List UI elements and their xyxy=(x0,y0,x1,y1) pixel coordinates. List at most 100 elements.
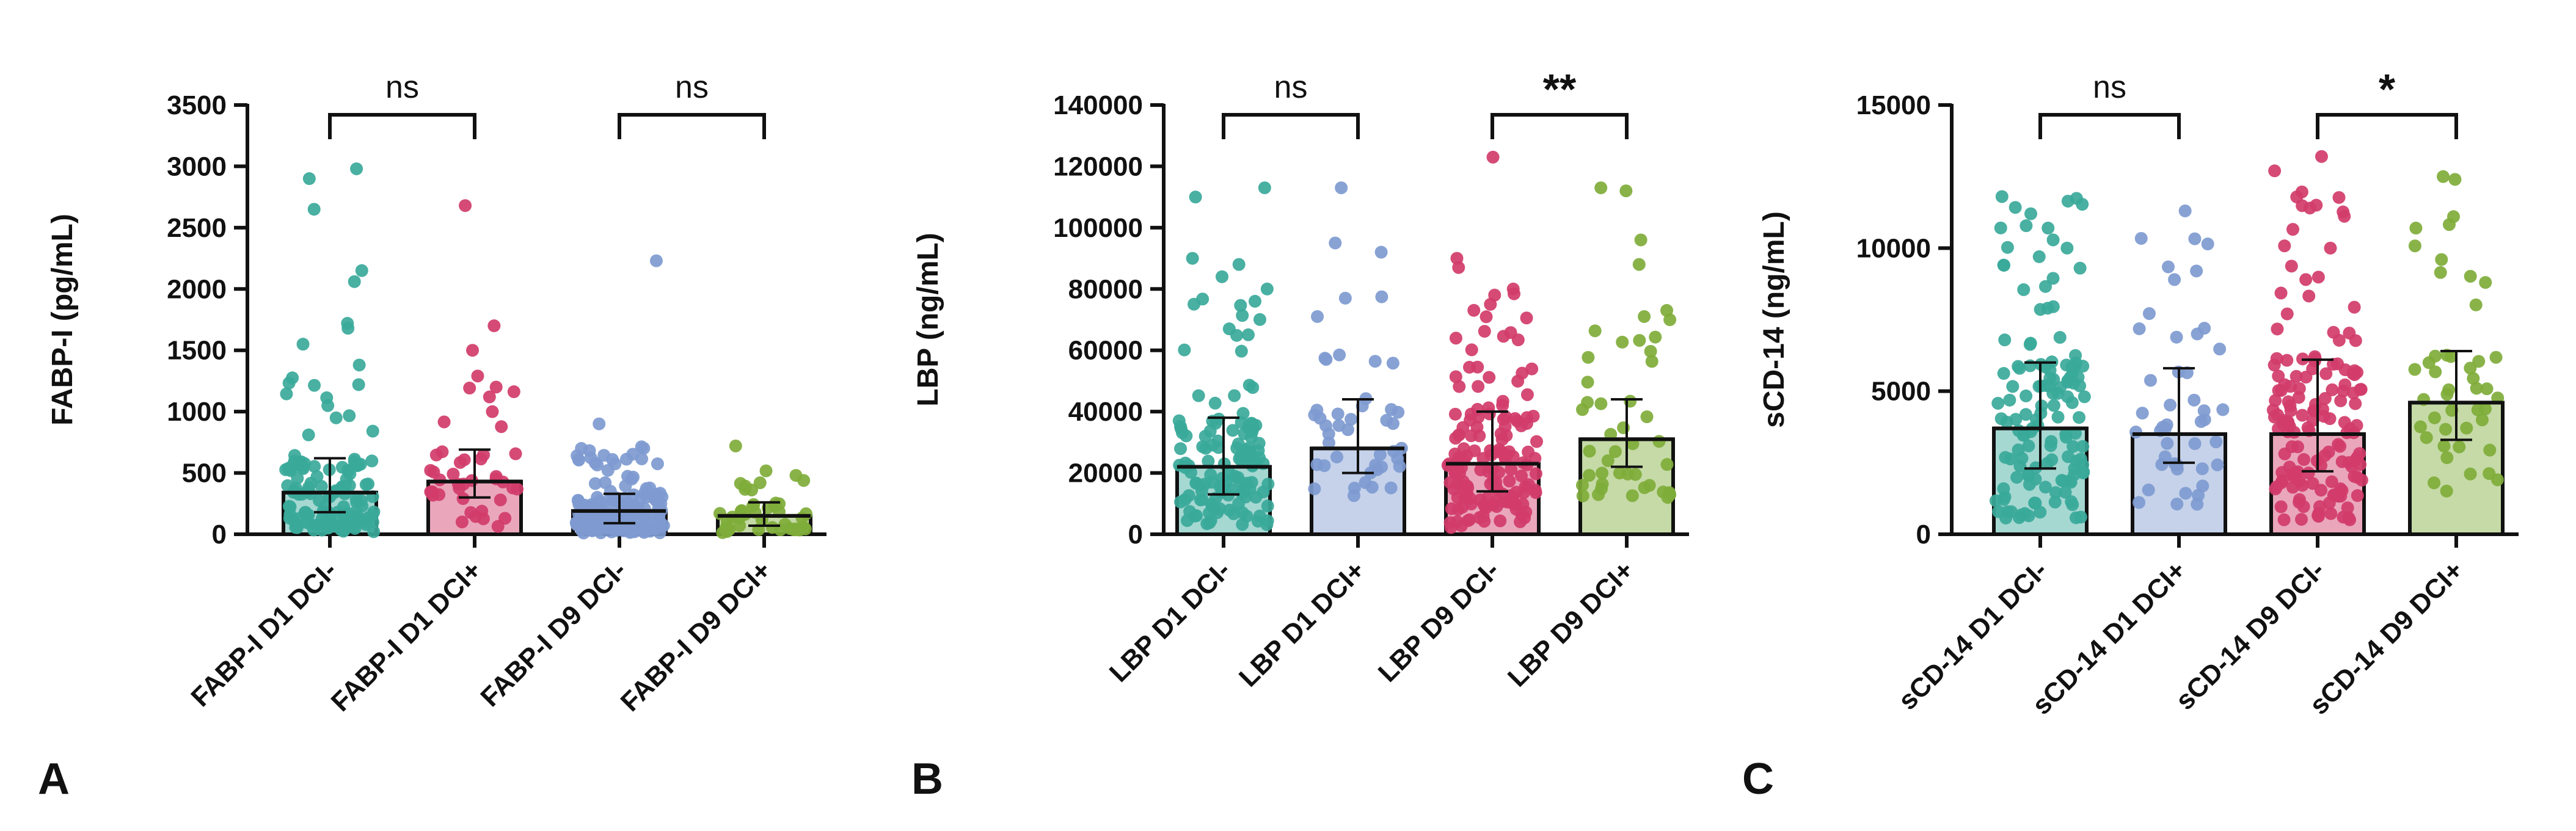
data-point xyxy=(288,454,301,468)
data-point xyxy=(2338,416,2351,429)
data-point xyxy=(286,371,299,385)
data-point xyxy=(1257,485,1270,499)
data-point xyxy=(2032,250,2046,263)
y-axis-label: sCD-14 (ng/mL) xyxy=(1758,211,1790,428)
data-point xyxy=(350,162,363,175)
panel-letters: A B C xyxy=(38,755,1774,804)
data-point xyxy=(1373,448,1387,462)
data-point xyxy=(315,523,329,537)
data-point xyxy=(1333,348,1346,361)
data-point xyxy=(2317,410,2330,423)
x-category-label: sCD-14 D9 DCI- xyxy=(2170,555,2330,716)
data-point xyxy=(2010,471,2024,484)
data-point xyxy=(2269,394,2282,407)
data-point xyxy=(298,457,312,470)
data-point xyxy=(2133,322,2146,335)
data-point xyxy=(2060,241,2074,255)
data-point xyxy=(1347,489,1360,503)
data-point xyxy=(2296,408,2309,422)
data-point xyxy=(753,476,767,490)
data-point xyxy=(2032,380,2046,393)
data-point xyxy=(2324,507,2338,520)
data-point xyxy=(2302,289,2316,303)
data-point xyxy=(1393,460,1406,473)
data-point xyxy=(2299,273,2313,286)
data-point xyxy=(348,275,361,288)
panel-b-chart: LBP (ng/mL) 0 20000 40000 60000 80000 100000 12… xyxy=(912,65,1689,693)
data-point xyxy=(1497,330,1510,343)
data-point xyxy=(2278,239,2291,253)
data-point xyxy=(797,474,811,487)
data-point xyxy=(2331,357,2344,371)
data-point xyxy=(2315,150,2328,163)
data-point xyxy=(739,479,752,493)
data-point xyxy=(337,500,350,513)
y-tick-label: 40000 xyxy=(1068,397,1143,427)
data-point xyxy=(2315,484,2328,497)
data-point xyxy=(2048,495,2062,509)
x-category-label: sCD-14 D1 DCI- xyxy=(1892,555,2053,716)
data-point xyxy=(1252,437,1266,450)
data-point xyxy=(2051,410,2065,424)
data-point xyxy=(2464,269,2477,283)
data-point xyxy=(2408,239,2421,253)
data-point xyxy=(1496,394,1509,408)
data-point xyxy=(308,460,321,473)
data-point xyxy=(1626,489,1639,503)
data-point xyxy=(307,203,321,216)
data-point xyxy=(2170,330,2183,344)
data-point xyxy=(2322,496,2336,510)
data-point xyxy=(1375,290,1388,303)
data-point xyxy=(1261,499,1274,513)
data-point xyxy=(2038,481,2052,494)
data-point xyxy=(296,338,310,351)
data-point xyxy=(315,480,328,493)
data-point xyxy=(2049,486,2062,499)
data-point xyxy=(2326,383,2339,396)
data-point xyxy=(1374,245,1388,259)
data-point xyxy=(2324,241,2337,255)
data-point xyxy=(2046,300,2060,313)
y-axis-label: FABP-I (pg/mL) xyxy=(46,214,79,426)
data-point xyxy=(2332,191,2346,204)
data-point xyxy=(2435,253,2448,266)
data-point xyxy=(464,506,478,519)
data-point xyxy=(2414,420,2427,434)
data-point xyxy=(1999,451,2012,464)
y-tick-label: 15000 xyxy=(1856,90,1931,120)
data-point xyxy=(2281,415,2294,428)
significance-label: ns xyxy=(1274,70,1308,105)
data-point xyxy=(2067,377,2080,390)
data-point xyxy=(2327,325,2340,339)
data-point xyxy=(463,382,476,395)
x-category-label: LBP D9 DCI+ xyxy=(1502,555,1640,692)
data-point xyxy=(1180,514,1194,528)
data-point xyxy=(2164,398,2177,412)
data-point xyxy=(619,479,632,493)
data-point xyxy=(2460,421,2473,435)
data-point xyxy=(2133,496,2146,509)
y-tick-label: 3500 xyxy=(167,90,227,120)
data-point xyxy=(2178,204,2192,217)
data-point xyxy=(1319,419,1333,432)
data-point xyxy=(2271,422,2285,435)
data-point xyxy=(2293,493,2306,506)
data-point xyxy=(636,524,649,538)
data-point xyxy=(2134,231,2148,245)
data-point xyxy=(2478,402,2492,416)
data-point xyxy=(1253,313,1266,326)
data-point xyxy=(2009,413,2023,426)
data-point xyxy=(1583,468,1596,482)
data-point xyxy=(1235,344,1248,358)
data-point xyxy=(1634,233,1647,247)
data-point xyxy=(593,417,606,430)
data-point xyxy=(2333,440,2347,453)
data-point xyxy=(302,172,316,186)
data-point xyxy=(2191,327,2204,341)
data-point xyxy=(2286,467,2300,481)
data-point xyxy=(2188,232,2202,245)
data-point xyxy=(2428,476,2441,490)
data-point xyxy=(720,521,733,534)
data-point xyxy=(584,451,597,465)
data-point xyxy=(1494,427,1508,440)
